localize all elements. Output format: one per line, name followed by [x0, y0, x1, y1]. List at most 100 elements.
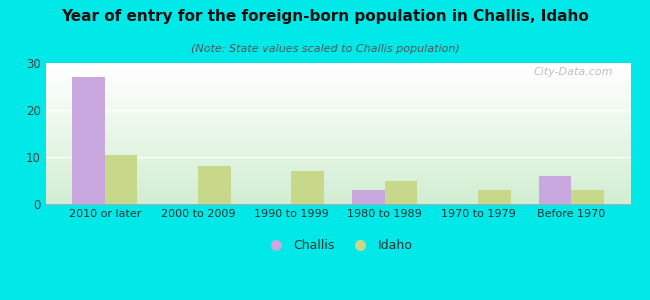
Bar	[571, 190, 604, 204]
Bar	[46, 159, 630, 160]
Bar	[46, 160, 630, 161]
Bar	[539, 176, 571, 204]
Bar	[46, 165, 630, 166]
Bar	[46, 66, 630, 67]
Bar	[46, 133, 630, 134]
Bar	[46, 149, 630, 150]
Bar	[46, 128, 630, 129]
Bar	[46, 70, 630, 71]
Bar	[72, 77, 105, 204]
Bar	[46, 148, 630, 149]
Bar	[46, 176, 630, 177]
Bar	[46, 147, 630, 148]
Bar	[46, 85, 630, 86]
Bar	[352, 190, 385, 204]
Bar	[46, 172, 630, 173]
Bar	[46, 120, 630, 121]
Bar	[46, 106, 630, 107]
Bar	[46, 94, 630, 95]
Bar	[46, 201, 630, 202]
Bar	[46, 185, 630, 186]
Bar	[46, 134, 630, 135]
Bar	[46, 138, 630, 139]
Bar	[46, 90, 630, 91]
Bar	[46, 108, 630, 109]
Bar	[46, 97, 630, 98]
Bar	[46, 65, 630, 66]
Bar	[46, 183, 630, 184]
Bar	[46, 151, 630, 152]
Bar	[46, 175, 630, 176]
Bar	[46, 74, 630, 75]
Bar	[198, 167, 231, 204]
Bar	[105, 155, 137, 204]
Bar	[46, 199, 630, 200]
Bar	[46, 152, 630, 153]
Bar	[46, 179, 630, 180]
Bar	[46, 140, 630, 141]
Bar	[46, 96, 630, 97]
Bar	[46, 124, 630, 125]
Bar	[46, 143, 630, 144]
Bar	[46, 198, 630, 199]
Bar	[46, 135, 630, 136]
Bar	[46, 162, 630, 163]
Bar	[46, 116, 630, 117]
Bar	[46, 101, 630, 102]
Bar	[46, 130, 630, 131]
Bar	[46, 92, 630, 93]
Bar	[46, 142, 630, 143]
Bar	[46, 99, 630, 100]
Bar	[46, 121, 630, 122]
Bar	[46, 195, 630, 196]
Bar	[46, 76, 630, 77]
Bar	[46, 126, 630, 127]
Bar	[46, 189, 630, 190]
Bar	[46, 64, 630, 65]
Bar	[46, 113, 630, 114]
Bar	[46, 71, 630, 72]
Bar	[46, 169, 630, 170]
Bar	[385, 181, 417, 204]
Bar	[46, 75, 630, 76]
Text: City-Data.com: City-Data.com	[534, 67, 613, 77]
Bar	[46, 110, 630, 111]
Bar	[46, 191, 630, 192]
Bar	[46, 123, 630, 124]
Bar	[291, 171, 324, 204]
Bar	[46, 63, 630, 64]
Bar	[46, 173, 630, 174]
Bar	[46, 79, 630, 80]
Bar	[46, 154, 630, 155]
Bar	[46, 194, 630, 195]
Bar	[46, 184, 630, 185]
Bar	[46, 91, 630, 92]
Bar	[46, 77, 630, 78]
Bar	[46, 131, 630, 132]
Bar	[46, 146, 630, 147]
Bar	[46, 127, 630, 128]
Bar	[46, 98, 630, 99]
Bar	[46, 114, 630, 115]
Bar	[46, 178, 630, 179]
Bar	[46, 174, 630, 175]
Bar	[46, 197, 630, 198]
Bar	[46, 87, 630, 88]
Bar	[46, 67, 630, 68]
Bar	[46, 196, 630, 197]
Bar	[46, 125, 630, 126]
Bar	[46, 192, 630, 193]
Bar	[46, 107, 630, 108]
Bar	[46, 105, 630, 106]
Bar	[46, 200, 630, 201]
Bar	[46, 158, 630, 159]
Bar	[46, 180, 630, 181]
Bar	[46, 68, 630, 69]
Bar	[46, 117, 630, 118]
Bar	[46, 141, 630, 142]
Bar	[46, 72, 630, 73]
Bar	[46, 190, 630, 191]
Bar	[46, 119, 630, 120]
Bar	[46, 181, 630, 182]
Bar	[46, 80, 630, 81]
